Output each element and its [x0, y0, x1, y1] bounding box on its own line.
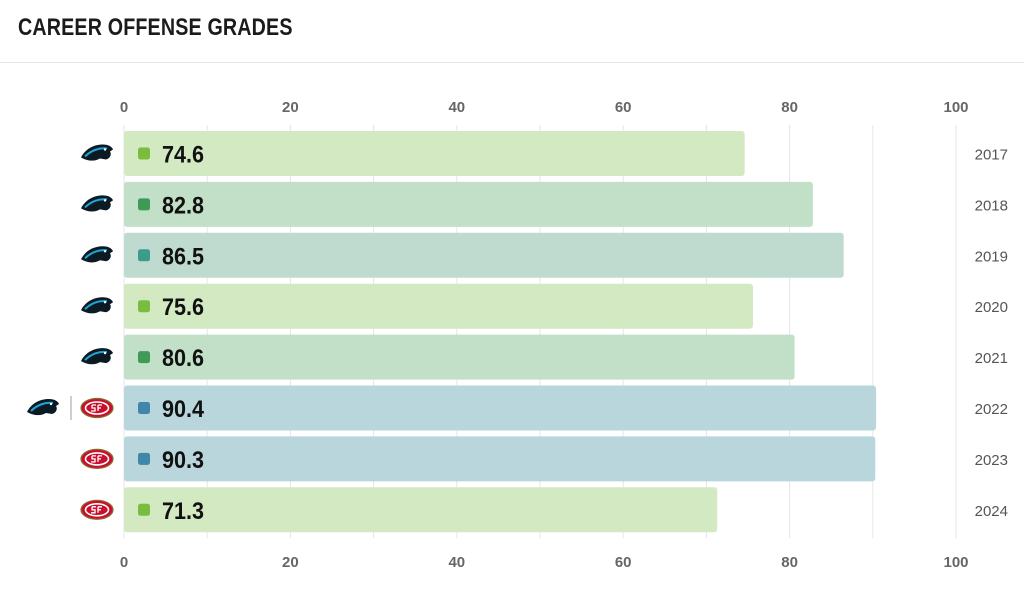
- bar-value-label: 80.6: [162, 345, 204, 372]
- grade-color-dot: [138, 351, 150, 364]
- x-tick-label-bottom: 20: [282, 554, 299, 571]
- 49ers-logo-icon: [80, 499, 114, 520]
- bar-value-label: 71.3: [162, 498, 204, 525]
- bar-value-label: 75.6: [162, 294, 204, 321]
- bars: 74.6 82.8 86.5 75.6 80.6 90.4 90.3 71.3: [124, 131, 877, 533]
- grade-color-dot: [138, 503, 150, 516]
- x-tick-label-top: 20: [282, 99, 299, 116]
- bar: [124, 181, 813, 227]
- panthers-logo-icon: [81, 348, 113, 365]
- x-tick-label-top: 40: [448, 99, 465, 116]
- x-tick-label-top: 100: [943, 99, 968, 116]
- row-logos: [81, 195, 113, 212]
- grade-color-dot: [138, 147, 150, 160]
- x-axis-bottom: 0 20 40 60 80 100: [120, 554, 969, 571]
- bar: [124, 487, 718, 533]
- bar: [124, 436, 876, 482]
- panthers-logo-icon: [81, 195, 113, 212]
- x-tick-label-bottom: 100: [943, 554, 968, 571]
- bar: [124, 334, 795, 380]
- bar: [124, 131, 745, 176]
- bar-row-2024: 71.3: [124, 487, 718, 533]
- chart-title: CAREER OFFENSE GRADES: [18, 14, 293, 41]
- year-label: 2024: [975, 503, 1008, 520]
- x-axis-top: 0 20 40 60 80 100: [120, 99, 969, 116]
- bar: [124, 232, 844, 278]
- x-tick-label-bottom: 40: [448, 554, 465, 571]
- year-label: 2019: [975, 248, 1008, 265]
- bar-row-2023: 90.3: [124, 436, 876, 482]
- year-label: 2020: [975, 299, 1008, 316]
- x-tick-label-top: 0: [120, 99, 128, 116]
- x-tick-label-top: 80: [781, 99, 798, 116]
- panthers-logo-icon: [81, 246, 113, 263]
- row-logos: [27, 396, 114, 420]
- year-label: 2023: [975, 452, 1008, 469]
- chart-header: CAREER OFFENSE GRADES: [0, 0, 1024, 63]
- team-logos: [27, 144, 114, 520]
- row-logos: [81, 144, 113, 161]
- grade-color-dot: [138, 300, 150, 313]
- bar-row-2017: 74.6: [124, 131, 745, 176]
- year-label: 2017: [975, 147, 1008, 164]
- grade-color-dot: [138, 198, 150, 211]
- row-logos: [81, 348, 113, 365]
- panthers-logo-icon: [81, 144, 113, 161]
- bar-row-2021: 80.6: [124, 334, 795, 380]
- bar-value-label: 74.6: [162, 142, 204, 169]
- bar-row-2020: 75.6: [124, 283, 753, 329]
- 49ers-logo-icon: [80, 397, 114, 419]
- row-logos: [81, 297, 113, 314]
- bar-value-label: 86.5: [162, 243, 204, 270]
- year-labels: 2017 2018 2019 2020 2021 2022 2023 2024: [975, 147, 1008, 520]
- year-label: 2021: [975, 350, 1008, 367]
- grade-color-dot: [138, 249, 150, 262]
- x-tick-label-top: 60: [615, 99, 632, 116]
- year-label: 2022: [975, 401, 1008, 418]
- bar-row-2019: 86.5: [124, 232, 844, 278]
- bar: [124, 283, 753, 329]
- bar-value-label: 90.3: [162, 447, 204, 474]
- grade-color-dot: [138, 452, 150, 465]
- grade-color-dot: [138, 402, 150, 414]
- panthers-logo-icon: [27, 399, 59, 416]
- 49ers-logo-icon: [80, 448, 114, 469]
- x-tick-label-bottom: 0: [120, 554, 128, 571]
- x-tick-label-bottom: 80: [781, 554, 798, 571]
- bar-value-label: 82.8: [162, 192, 204, 219]
- row-logos: [80, 499, 114, 520]
- bar-row-2022: 90.4: [124, 385, 877, 431]
- bar: [124, 385, 877, 431]
- row-logos: [81, 246, 113, 263]
- row-logos: [80, 448, 114, 469]
- bar-value-label: 90.4: [162, 396, 205, 423]
- bar-row-2018: 82.8: [124, 181, 813, 227]
- panthers-logo-icon: [81, 297, 113, 314]
- year-label: 2018: [975, 197, 1008, 214]
- x-tick-label-bottom: 60: [615, 554, 632, 571]
